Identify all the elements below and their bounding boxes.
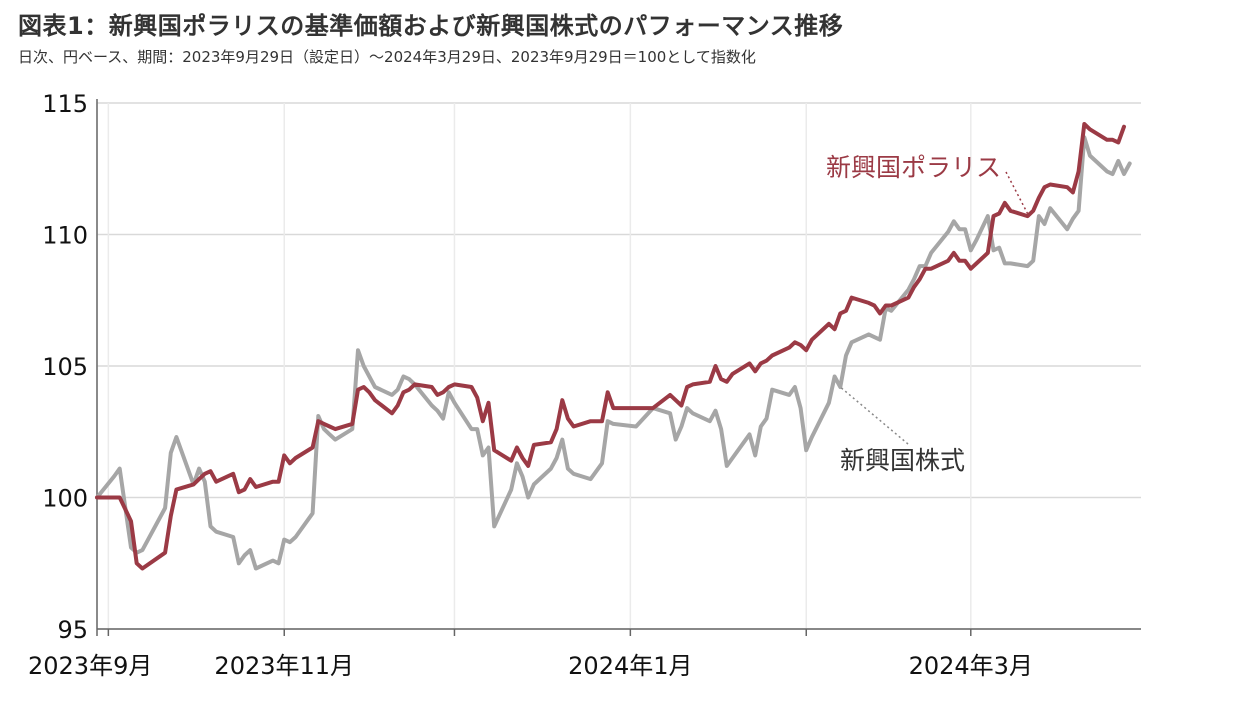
series-line-stocks <box>95 135 1132 571</box>
y-tick-label: 115 <box>42 90 88 118</box>
chart-subtitle: 日次、円ベース、期間：2023年9月29日（設定日）～2024年3月29日、20… <box>18 48 756 66</box>
y-tick-label: 110 <box>42 222 88 250</box>
y-tick-label: 100 <box>42 485 88 513</box>
x-tick-label: 2023年9月 <box>28 652 152 680</box>
chart-title: 図表1：新興国ポラリスの基準価額および新興国株式のパフォーマンス推移 <box>18 12 844 40</box>
series-line-polaris <box>95 122 1126 571</box>
leader-line-stocks <box>839 386 909 445</box>
x-tick-label: 2024年1月 <box>568 652 692 680</box>
x-tick-label: 2023年11月 <box>214 652 354 680</box>
y-tick-label: 105 <box>42 353 88 381</box>
series-label-polaris: 新興国ポラリス <box>826 153 1001 182</box>
y-tick-label: 95 <box>57 616 88 644</box>
series-label-stocks: 新興国株式 <box>840 446 965 475</box>
x-tick-label: 2024年3月 <box>909 652 1033 680</box>
